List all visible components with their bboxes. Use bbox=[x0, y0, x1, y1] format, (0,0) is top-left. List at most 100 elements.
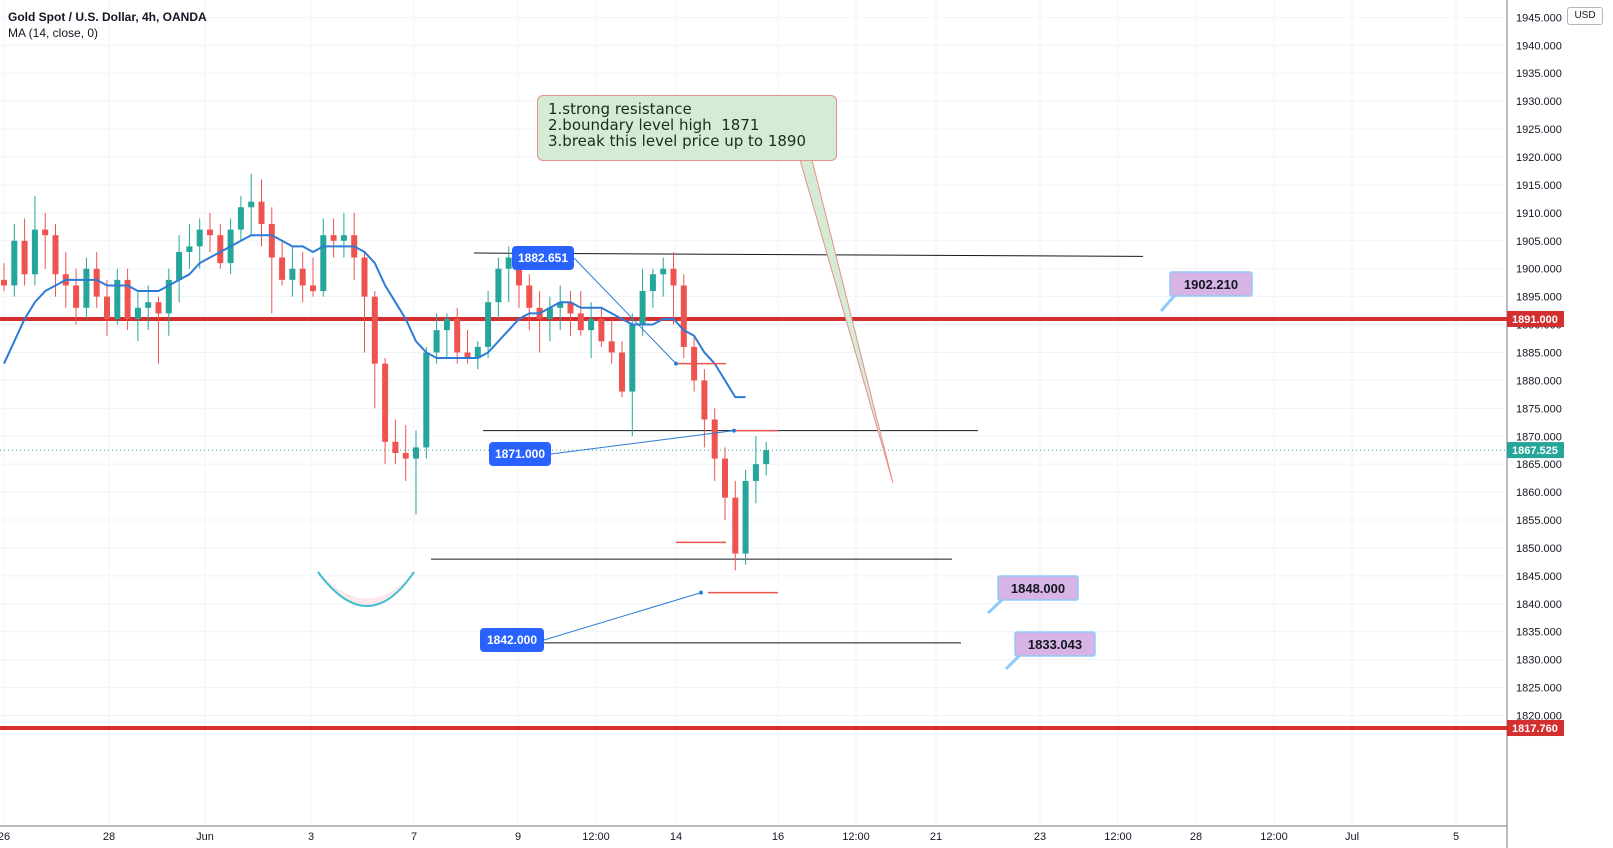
ma-indicator-label[interactable]: MA (14, close, 0) bbox=[8, 26, 99, 40]
candle-body bbox=[392, 441, 399, 454]
y-tick-label: 1925.000 bbox=[1516, 124, 1562, 136]
callout-box bbox=[512, 246, 574, 270]
moving-average-line bbox=[3, 234, 746, 399]
candle-body bbox=[454, 318, 461, 353]
candle-body bbox=[21, 240, 28, 275]
candle-body bbox=[588, 318, 595, 331]
y-tick-label: 1920.000 bbox=[1516, 152, 1562, 164]
candle-body bbox=[649, 274, 656, 292]
candle-body bbox=[361, 257, 368, 297]
candle-body bbox=[371, 296, 378, 364]
candle-body bbox=[567, 302, 574, 314]
y-tick-label: 1885.000 bbox=[1516, 347, 1562, 359]
candle-body bbox=[402, 453, 409, 459]
candle-body bbox=[433, 330, 440, 353]
y-tick-label: 1940.000 bbox=[1516, 40, 1562, 52]
price-callout-purple[interactable]: 1848.000 bbox=[986, 575, 1079, 615]
price-callout-purple[interactable]: 1833.043 bbox=[1004, 631, 1096, 671]
x-tick-label: 21 bbox=[930, 831, 942, 843]
candle-body bbox=[598, 318, 605, 342]
y-tick-label: 1870.000 bbox=[1516, 431, 1562, 443]
callout-box bbox=[997, 575, 1079, 601]
candle-body bbox=[279, 257, 286, 280]
callout-label: 1882.651 bbox=[518, 251, 568, 265]
callout-leader bbox=[573, 257, 677, 364]
callout-box bbox=[480, 628, 544, 652]
x-tick-label: Jun bbox=[196, 831, 214, 843]
candle-body bbox=[93, 268, 100, 297]
callout-box bbox=[1169, 271, 1253, 297]
bottom-pattern-arc bbox=[317, 571, 415, 607]
chart-legend: Gold Spot / U.S. Dollar, 4h, OANDA MA (1… bbox=[8, 9, 207, 41]
callout-box bbox=[1014, 631, 1096, 657]
callout-leader bbox=[550, 430, 735, 455]
candle-body bbox=[134, 307, 141, 319]
candle-body bbox=[443, 318, 450, 331]
price-callout-blue[interactable]: 1882.651 bbox=[512, 246, 678, 366]
y-tick-label: 1830.000 bbox=[1516, 655, 1562, 667]
candle-body bbox=[42, 229, 49, 236]
candle-body bbox=[464, 352, 471, 359]
candle-body bbox=[423, 352, 430, 448]
candle-body bbox=[474, 346, 481, 359]
resistance-note[interactable]: 1.strong resistance 2.boundary level hig… bbox=[537, 95, 837, 161]
callout-anchor-dot bbox=[699, 590, 703, 595]
x-tick-label: 26 bbox=[0, 831, 10, 843]
candle-body bbox=[577, 313, 584, 331]
y-tick-label: 1850.000 bbox=[1516, 543, 1562, 555]
callout-anchor-dot bbox=[674, 361, 678, 366]
note-line-1: 1.strong resistance bbox=[548, 100, 692, 118]
x-tick-label: 12:00 bbox=[1104, 831, 1132, 843]
candle-body bbox=[340, 235, 347, 241]
candle-body bbox=[237, 207, 244, 230]
y-tick-label: 1835.000 bbox=[1516, 627, 1562, 639]
price-axis-label-text: 1817.760 bbox=[1512, 723, 1558, 735]
candle-body bbox=[619, 352, 625, 392]
note-pointer bbox=[799, 159, 894, 484]
candle-body bbox=[104, 296, 110, 319]
x-tick-label: 7 bbox=[411, 831, 417, 843]
x-tick-label: 16 bbox=[772, 831, 784, 843]
candle-body bbox=[196, 229, 203, 247]
y-tick-label: 1875.000 bbox=[1516, 403, 1562, 415]
y-tick-label: 1845.000 bbox=[1516, 571, 1562, 583]
candle-body bbox=[258, 201, 265, 225]
y-tick-label: 1895.000 bbox=[1516, 292, 1562, 304]
candle-body bbox=[207, 229, 213, 236]
callout-label: 1833.043 bbox=[1028, 637, 1082, 652]
y-tick-label: 1910.000 bbox=[1516, 208, 1562, 220]
candle-body bbox=[660, 268, 667, 275]
x-tick-label: 28 bbox=[103, 831, 115, 843]
y-tick-label: 1825.000 bbox=[1516, 683, 1562, 695]
candle-body bbox=[320, 235, 327, 292]
candle-body bbox=[495, 268, 502, 303]
x-tick-label: Jul bbox=[1345, 831, 1359, 843]
candle-body bbox=[732, 497, 739, 554]
symbol-title[interactable]: Gold Spot / U.S. Dollar, 4h, OANDA bbox=[8, 10, 207, 24]
candle-body bbox=[382, 363, 389, 442]
candle-body bbox=[124, 279, 131, 319]
note-line-3: 3.break this level price up to 1890 bbox=[548, 132, 807, 150]
candle-body bbox=[289, 268, 296, 280]
x-tick-label: 23 bbox=[1034, 831, 1046, 843]
candle-body bbox=[330, 235, 337, 241]
x-tick-label: 3 bbox=[308, 831, 314, 843]
price-callout-blue[interactable]: 1842.000 bbox=[480, 590, 703, 652]
callout-label: 1902.210 bbox=[1184, 277, 1238, 292]
candle-body bbox=[299, 268, 306, 286]
candle-body bbox=[711, 419, 718, 459]
callout-label: 1871.000 bbox=[495, 447, 545, 461]
candle-body bbox=[155, 302, 162, 314]
candle-body bbox=[31, 229, 38, 275]
price-callout-purple[interactable]: 1902.210 bbox=[1159, 271, 1253, 312]
candle-body bbox=[516, 257, 522, 286]
callout-leader bbox=[543, 592, 702, 641]
candle-body bbox=[217, 235, 224, 264]
callout-leader bbox=[1159, 293, 1178, 312]
price-callout-blue[interactable]: 1871.000 bbox=[489, 428, 736, 466]
x-tick-label: 5 bbox=[1453, 831, 1459, 843]
x-tick-label: 14 bbox=[670, 831, 682, 843]
candle-body bbox=[670, 268, 677, 286]
currency-badge[interactable]: USD bbox=[1567, 7, 1603, 25]
